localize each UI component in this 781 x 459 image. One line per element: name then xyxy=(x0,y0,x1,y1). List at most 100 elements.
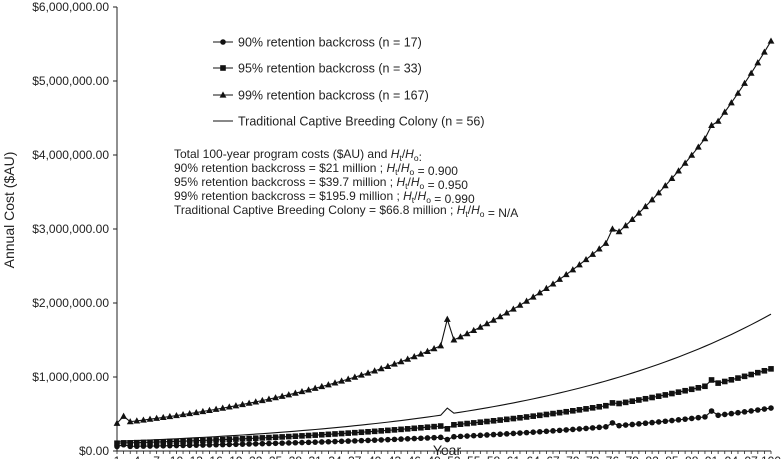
y-tick-label: $4,000,000.00 xyxy=(32,148,109,162)
data-point xyxy=(550,410,556,417)
data-point xyxy=(636,397,642,403)
x-tick-label: 61 xyxy=(507,454,521,459)
data-point xyxy=(662,418,669,425)
data-point xyxy=(219,441,226,448)
data-point xyxy=(715,380,721,386)
legend: 90% retention backcross (n = 17) 95% rete… xyxy=(213,36,485,129)
y-tick-label: $6,000,000.00 xyxy=(32,0,109,14)
data-point xyxy=(246,435,252,442)
data-point xyxy=(649,419,655,426)
data-point xyxy=(226,441,233,448)
x-tick-label: 79 xyxy=(626,454,640,459)
data-point xyxy=(417,350,425,357)
data-point xyxy=(549,280,557,287)
x-tick-label: 52 xyxy=(447,454,461,459)
data-point xyxy=(628,215,636,223)
data-point xyxy=(167,438,173,445)
data-point xyxy=(708,121,715,128)
data-point xyxy=(589,250,597,257)
data-point xyxy=(318,439,325,445)
data-point xyxy=(464,420,470,427)
legend-marker xyxy=(220,65,226,71)
data-point xyxy=(463,330,471,337)
data-point xyxy=(213,437,219,443)
data-point xyxy=(616,422,622,429)
data-point xyxy=(708,377,715,383)
data-point xyxy=(272,434,279,441)
x-tick-label: 55 xyxy=(467,454,481,459)
data-point xyxy=(694,143,702,150)
data-point xyxy=(523,297,530,304)
data-point xyxy=(484,418,490,425)
legend-label: Traditional Captive Breeding Colony (n =… xyxy=(238,115,485,129)
data-point xyxy=(265,395,273,402)
data-point xyxy=(219,436,226,443)
x-tick-label: 67 xyxy=(546,454,560,459)
data-point xyxy=(239,400,246,408)
data-point xyxy=(410,353,418,360)
data-point xyxy=(424,435,431,441)
data-point xyxy=(616,400,622,407)
data-point xyxy=(391,436,398,443)
data-point xyxy=(285,391,293,398)
data-point xyxy=(603,402,609,409)
data-point xyxy=(542,284,550,292)
data-point xyxy=(404,426,411,432)
y-tick-label: $2,000,000.00 xyxy=(32,296,109,310)
data-point xyxy=(642,395,649,402)
data-point xyxy=(754,59,762,66)
data-point xyxy=(318,382,326,390)
data-point xyxy=(239,435,246,442)
x-tick-label: 25 xyxy=(269,454,283,459)
data-point xyxy=(708,408,715,414)
data-point xyxy=(291,389,299,396)
legend-marker xyxy=(220,39,226,45)
data-point xyxy=(516,301,524,308)
data-point xyxy=(212,405,220,412)
data-point xyxy=(120,412,128,419)
legend-item: Traditional Captive Breeding Colony (n =… xyxy=(213,115,485,129)
data-point xyxy=(576,407,583,413)
x-tick-label: 10 xyxy=(170,454,184,459)
data-point xyxy=(266,440,272,447)
data-point xyxy=(186,409,194,417)
data-point xyxy=(200,442,206,448)
series-line xyxy=(116,313,772,442)
data-point xyxy=(563,427,570,433)
legend-item: 95% retention backcross (n = 33) xyxy=(213,62,422,76)
data-point xyxy=(358,429,365,436)
data-point xyxy=(437,434,444,441)
data-point xyxy=(298,387,306,395)
legend-label: 95% retention backcross (n = 33) xyxy=(238,62,422,76)
data-point xyxy=(721,411,728,418)
data-point xyxy=(477,419,484,426)
data-point xyxy=(536,289,544,296)
data-point xyxy=(450,336,458,343)
data-point xyxy=(272,440,279,447)
data-point xyxy=(252,441,259,447)
data-point xyxy=(206,406,213,413)
x-tick-label: 85 xyxy=(665,454,679,459)
data-point xyxy=(735,375,741,381)
data-point xyxy=(186,438,193,444)
data-point xyxy=(747,69,755,76)
data-point xyxy=(180,442,186,449)
data-point xyxy=(404,355,412,362)
data-point xyxy=(483,320,491,327)
data-point xyxy=(556,409,563,416)
data-point xyxy=(385,436,391,443)
data-point xyxy=(727,99,735,106)
data-point xyxy=(153,439,160,445)
data-point xyxy=(258,396,266,404)
data-point xyxy=(563,408,570,415)
data-point xyxy=(120,440,127,446)
data-point xyxy=(285,433,292,440)
data-point xyxy=(192,408,200,416)
data-point xyxy=(569,266,577,273)
data-point xyxy=(602,239,610,246)
data-point xyxy=(503,309,511,316)
data-point xyxy=(233,436,239,442)
data-point xyxy=(272,394,279,401)
data-point xyxy=(299,439,305,446)
